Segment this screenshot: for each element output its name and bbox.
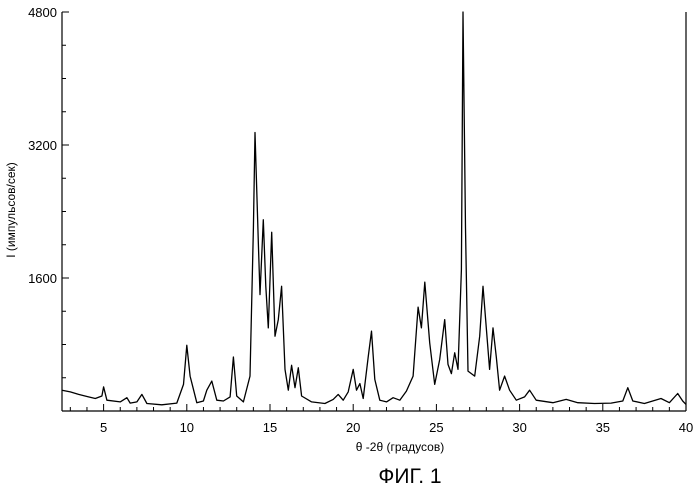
x-tick-label: 5 bbox=[100, 420, 107, 435]
y-axis-label: I (импульсов/сек) bbox=[4, 162, 18, 258]
y-tick-label: 1600 bbox=[28, 271, 57, 286]
x-axis-ticks: 5 10 15 20 25 30 35 40 bbox=[70, 404, 693, 435]
y-tick-label: 4800 bbox=[28, 5, 57, 20]
x-axis-label: θ -2θ (градусов) bbox=[356, 440, 444, 454]
x-tick-label: 10 bbox=[180, 420, 194, 435]
x-tick-label: 20 bbox=[346, 420, 360, 435]
x-tick-label: 35 bbox=[596, 420, 610, 435]
x-tick-label: 30 bbox=[512, 420, 526, 435]
y-tick-label: 3200 bbox=[28, 138, 57, 153]
y-axis-ticks: 1600 3200 4800 bbox=[28, 5, 69, 378]
x-tick-label: 40 bbox=[679, 420, 693, 435]
x-tick-label: 15 bbox=[263, 420, 277, 435]
x-tick-label: 25 bbox=[429, 420, 443, 435]
plot-frame bbox=[62, 12, 686, 411]
figure-caption: ФИГ. 1 bbox=[378, 465, 441, 488]
series-line bbox=[62, 12, 686, 405]
